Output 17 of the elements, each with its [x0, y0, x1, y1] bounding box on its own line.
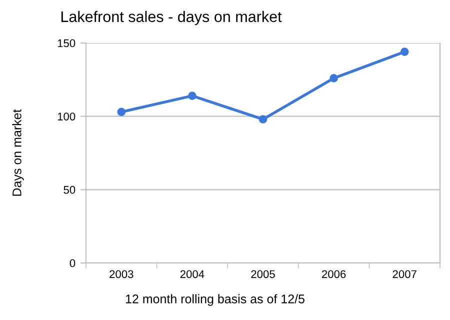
x-axis-title: 12 month rolling basis as of 12/5 — [126, 294, 304, 306]
y-tick-label: 150 — [58, 39, 76, 48]
y-tick-label: 50 — [64, 186, 76, 194]
x-tick-label: 2007 — [392, 270, 416, 278]
point — [258, 115, 268, 124]
point — [117, 108, 126, 116]
x-tick-label: 2003 — [110, 270, 134, 278]
chart-title: Lakefront sales - days on market — [61, 10, 282, 26]
point — [400, 48, 409, 56]
point — [330, 74, 338, 82]
y-axis-title: Days on market — [12, 109, 24, 196]
x-tick-label: 2006 — [322, 270, 346, 278]
y-tick-label: 100 — [58, 112, 76, 120]
y-tick-label: 0 — [70, 259, 76, 268]
point — [188, 92, 196, 100]
x-tick-label: 2005 — [251, 270, 275, 278]
x-tick-label: 2004 — [180, 270, 204, 278]
